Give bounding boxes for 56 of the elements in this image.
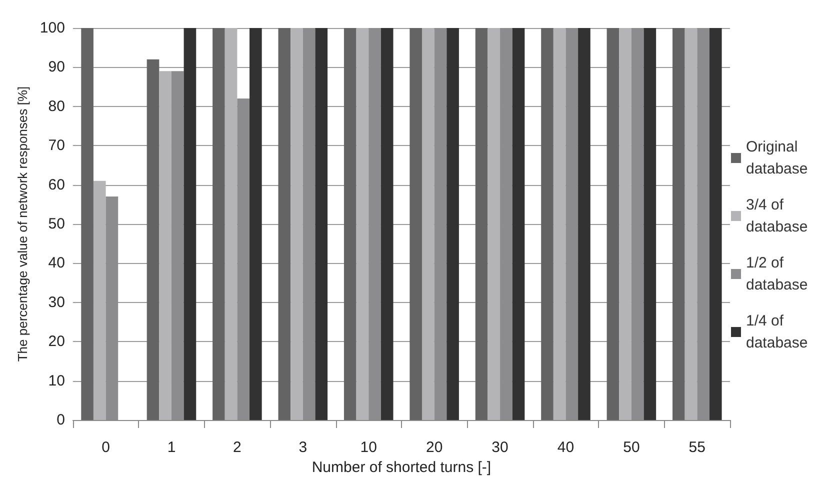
bar <box>380 28 394 420</box>
x-tick-label: 20 <box>426 439 443 456</box>
bar <box>212 28 225 420</box>
y-axis-title: The percentage value of network responses [%] <box>15 86 30 362</box>
x-tick-label: 3 <box>298 439 308 456</box>
bar <box>290 28 303 420</box>
y-tick-label: 50 <box>48 216 65 232</box>
bar <box>410 28 422 420</box>
y-tick-label: 10 <box>48 372 65 390</box>
bar <box>644 28 656 420</box>
bar <box>278 28 291 420</box>
legend-label: 1/2 of database <box>746 254 808 294</box>
bar <box>488 28 500 420</box>
bar <box>224 28 238 420</box>
bar <box>184 28 196 420</box>
y-tick-label: 70 <box>48 137 65 154</box>
legend-label: 3/4 of database <box>746 196 808 236</box>
bar <box>541 28 554 420</box>
x-tick-label: 10 <box>360 439 377 456</box>
x-axis-title: Number of shorted turns [-] <box>312 458 492 476</box>
bar <box>315 28 328 420</box>
y-tick-label: 90 <box>48 58 65 76</box>
bar <box>446 28 459 420</box>
x-tick-label: 30 <box>492 439 508 456</box>
bar <box>81 28 94 420</box>
y-tick-label: 60 <box>48 176 65 194</box>
bar <box>356 28 369 420</box>
bar <box>422 28 434 420</box>
x-tick-label: 1 <box>167 439 176 456</box>
bar <box>619 28 632 420</box>
y-tick-label: 30 <box>48 294 65 311</box>
bar <box>553 28 566 420</box>
y-tick-label: 20 <box>48 333 65 350</box>
x-tick-label: 40 <box>557 439 574 456</box>
bar <box>475 28 488 420</box>
bar <box>93 180 106 420</box>
y-tick-label: 0 <box>56 412 65 428</box>
bar <box>684 28 698 420</box>
x-tick-label: 55 <box>688 439 706 456</box>
bar <box>672 28 685 420</box>
bar <box>709 28 722 420</box>
bar <box>159 71 172 420</box>
y-tick-label: 40 <box>48 254 65 272</box>
x-tick-label: 2 <box>233 439 242 456</box>
bar <box>344 28 356 420</box>
bar <box>512 28 525 420</box>
bar <box>146 59 160 420</box>
legend-label: Original database <box>746 138 808 178</box>
bar <box>606 28 620 420</box>
bar <box>578 28 590 420</box>
legend-label: 1/4 of database <box>746 312 808 352</box>
x-tick-label: 50 <box>623 439 640 456</box>
bar <box>250 28 262 420</box>
y-tick-label: 80 <box>48 98 65 115</box>
x-tick-label: 0 <box>102 439 110 456</box>
y-tick-label: 100 <box>40 20 65 36</box>
